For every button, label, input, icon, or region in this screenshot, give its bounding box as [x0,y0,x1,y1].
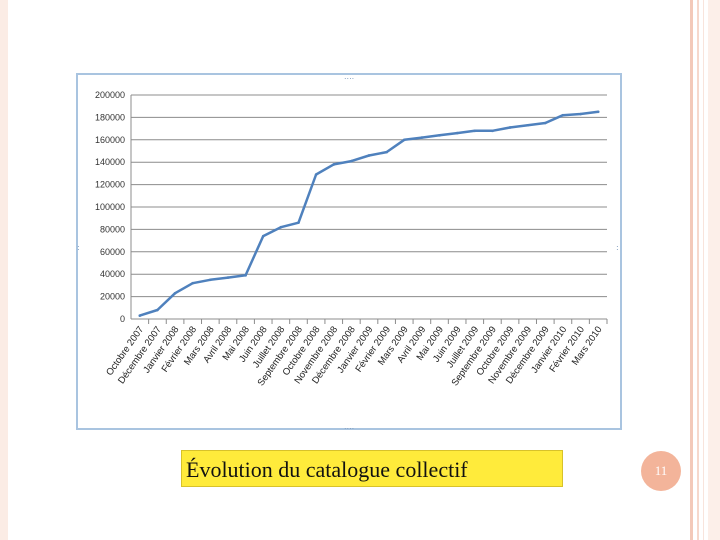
data-point [367,154,371,157]
y-tick-label: 40000 [100,269,125,279]
y-tick-label: 160000 [95,135,125,145]
data-point [244,274,247,277]
data-point [438,134,441,137]
y-tick-label: 100000 [95,202,125,212]
data-point [191,281,195,285]
y-tick-label: 0 [120,314,125,324]
data-point [209,278,212,282]
data-point [279,225,283,229]
y-tick-label: 20000 [100,292,125,302]
data-point [561,113,565,117]
data-point [350,159,353,163]
line-chart: 0 20000 40000 60000 80000 100000 120000 140000 1… [95,90,608,388]
slide-border-stripe [697,0,699,540]
y-tick-label: 140000 [95,157,125,167]
slide-caption: Évolution du catalogue collectif [181,450,563,487]
data-point [226,276,230,279]
data-point [596,110,600,114]
y-tick-label: 120000 [95,180,125,190]
data-point [526,123,529,127]
data-point [297,221,300,224]
data-point [402,138,406,142]
slide-border-stripe [703,0,704,540]
data-point [385,150,388,154]
resize-handle-left[interactable]: : [77,243,80,252]
data-point [543,121,547,125]
series-line [138,110,600,317]
page-number-badge: 11 [641,451,681,491]
chart-frame[interactable]: .... .... : : 0 20000 40000 60000 80000 10000… [76,72,622,431]
data-point [173,291,177,295]
slide-border-stripe [690,0,693,540]
data-point [420,136,424,139]
slide-border-stripe [708,0,720,540]
data-point [579,112,582,116]
data-point [491,129,494,133]
y-tick-label: 200000 [95,90,125,100]
data-point [473,129,477,133]
y-tick-label: 60000 [100,247,125,257]
y-tick-label: 180000 [95,112,125,122]
resize-handle-bottom[interactable]: .... [344,422,355,431]
slide-border-left [0,0,8,540]
data-point [138,314,142,317]
data-point [156,308,159,312]
resize-handle-top[interactable]: .... [344,72,355,81]
data-point [261,234,265,238]
resize-handle-right[interactable]: : [616,243,619,252]
data-point [314,173,318,176]
data-point [332,163,336,166]
data-point [508,126,512,129]
data-point [455,131,459,135]
y-tick-label: 80000 [100,224,125,234]
